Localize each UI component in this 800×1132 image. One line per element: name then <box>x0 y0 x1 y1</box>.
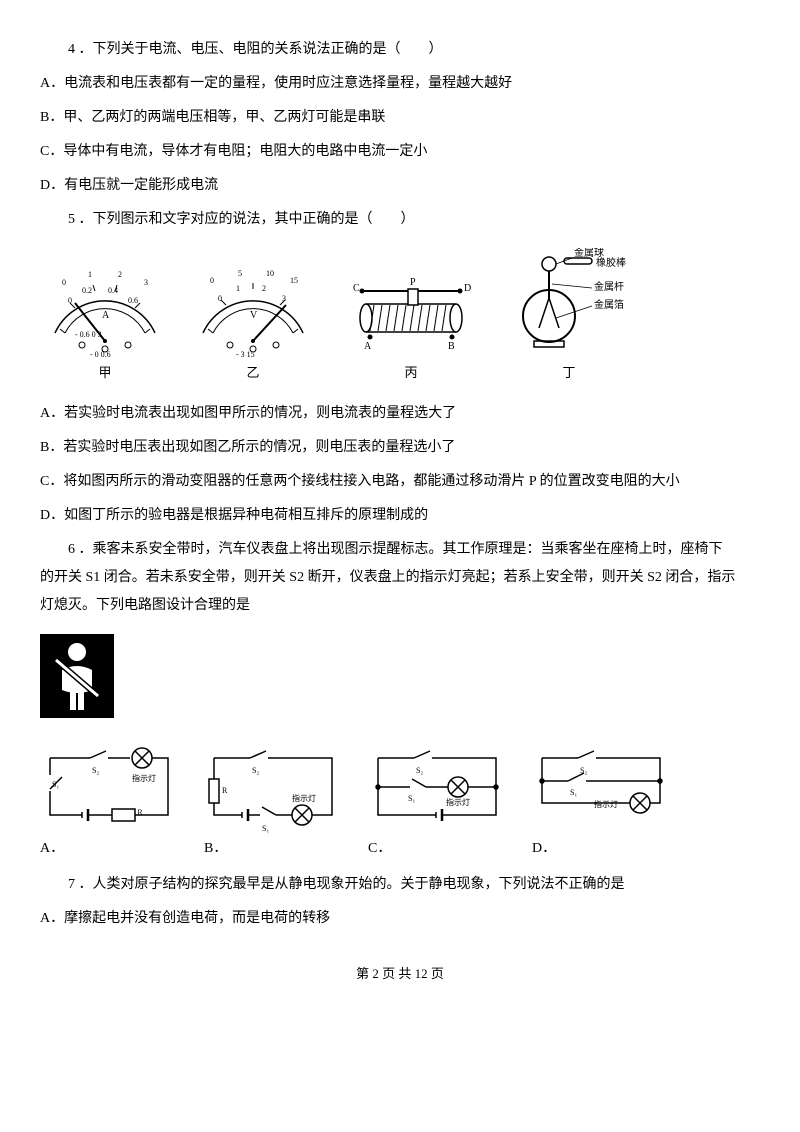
label-foil: 金属箔 <box>594 298 624 311</box>
label-b2: B <box>448 341 455 352</box>
label-rod: 橡胶棒 <box>596 256 626 269</box>
r-a: R <box>137 808 143 817</box>
b2tick1: 1 <box>236 284 240 293</box>
page-footer: 第 2 页 共 12 页 <box>40 961 760 987</box>
q6-stem1: 6 ．乘客未系安全带时，汽车仪表盘上将出现图示提醒标志。其工作原理是：当乘客坐在… <box>40 536 760 564</box>
b2tick2: 2 <box>262 284 266 293</box>
q5-figures: 0 1 2 3 0 0.2 0.4 0.6 A - 0.6 0 3 - 0 0.… <box>40 248 760 386</box>
btick2: 10 <box>266 269 274 278</box>
q5-fig-b-label: 乙 <box>188 360 318 386</box>
tick21: 0.2 <box>82 286 92 295</box>
q5-fig-d-label: 丁 <box>504 360 634 386</box>
btick3: 15 <box>290 276 298 285</box>
q5-fig-c: P C D A B 丙 <box>336 263 486 386</box>
q6-stem3: 灯熄灭。下列电路图设计合理的是 <box>40 592 760 620</box>
s1-c: S₁ <box>408 794 415 803</box>
tick23: 0.6 <box>128 296 138 305</box>
q5-fig-d: 金属球 橡胶棒 金属杆 金属箔 丁 <box>504 248 634 386</box>
s1-d: S₁ <box>570 788 577 797</box>
scale-b: - 3 15 <box>236 350 255 358</box>
q5-fig-c-label: 丙 <box>336 360 486 386</box>
q5-fig-a: 0 1 2 3 0 0.2 0.4 0.6 A - 0.6 0 3 - 0 0.… <box>40 263 170 386</box>
q4-opt-d: D．有电压就一定能形成电流 <box>40 172 760 200</box>
q7-opt-a: A．摩擦起电并没有创造电荷，而是电荷的转移 <box>40 905 760 933</box>
q6-a-label: A． <box>40 835 64 863</box>
q5-opt-a: A．若实验时电流表出现如图甲所示的情况，则电流表的量程选大了 <box>40 400 760 428</box>
scale-a2: - 0 0.6 <box>90 350 111 358</box>
scale-a1: - 0.6 0 3 <box>75 330 102 339</box>
label-d: D <box>464 283 471 294</box>
lamp-d: 指示灯 <box>594 799 618 809</box>
lamp-b: 指示灯 <box>292 793 316 803</box>
s1-b: S₁ <box>262 824 269 833</box>
q6-circuit-b: S₂ S₁ R 指示灯 B． <box>204 743 344 863</box>
q6-b-label: B． <box>204 835 227 863</box>
q6-stem2: 的开关 S1 闭合。若未系安全带，则开关 S2 断开，仪表盘上的指示灯亮起；若系… <box>40 564 760 592</box>
unit-b: V <box>250 310 258 321</box>
q6-circuit-a: S₂ S₁ 指示灯 R A． <box>40 743 180 863</box>
q6-circuits: S₂ S₁ 指示灯 R A． S₂ <box>40 743 760 863</box>
b2tick0: 0 <box>218 294 222 303</box>
tick2: 2 <box>118 270 122 279</box>
s2-c: S₂ <box>416 766 423 775</box>
tick0: 0 <box>62 278 66 287</box>
q4-opt-c: C．导体中有电流，导体才有电阻；电阻大的电路中电流一定小 <box>40 138 760 166</box>
btick0: 0 <box>210 276 214 285</box>
q4-opt-b: B．甲、乙两灯的两端电压相等，甲、乙两灯可能是串联 <box>40 104 760 132</box>
label-p: P <box>410 277 416 288</box>
s2-a: S₂ <box>92 766 99 775</box>
s2-b: S₂ <box>252 766 259 775</box>
q5-fig-b: 0 5 10 15 0 1 2 3 V - 3 15 乙 <box>188 263 318 386</box>
q6-c-label: C． <box>368 835 391 863</box>
q4-stem: 4 ．下列关于电流、电压、电阻的关系说法正确的是（ ） <box>40 36 760 64</box>
btick1: 5 <box>238 269 242 278</box>
label-c: C <box>353 283 360 294</box>
q7-stem: 7 ．人类对原子结构的探究最早是从静电现象开始的。关于静电现象，下列说法不正确的… <box>40 871 760 899</box>
tick20: 0 <box>68 296 72 305</box>
q5-fig-a-label: 甲 <box>40 360 170 386</box>
q6-circuit-d: S₂ S₁ 指示灯 D． <box>532 743 672 863</box>
unit-a: A <box>102 310 110 321</box>
tick22: 0.4 <box>108 286 118 295</box>
seatbelt-icon <box>40 634 760 729</box>
tick3: 3 <box>144 278 148 287</box>
label-stem: 金属杆 <box>594 280 624 293</box>
r-b: R <box>222 786 228 795</box>
s2-d: S₂ <box>580 766 587 775</box>
q4-opt-a: A．电流表和电压表都有一定的量程，使用时应注意选择量程，量程越大越好 <box>40 70 760 98</box>
q5-opt-c: C．将如图丙所示的滑动变阻器的任意两个接线柱接入电路，都能通过移动滑片 P 的位… <box>40 468 760 496</box>
tick1: 1 <box>88 270 92 279</box>
q5-stem: 5 ．下列图示和文字对应的说法，其中正确的是（ ） <box>40 206 760 234</box>
q5-opt-d: D．如图丁所示的验电器是根据异种电荷相互排斥的原理制成的 <box>40 502 760 530</box>
q5-opt-b: B．若实验时电压表出现如图乙所示的情况，则电压表的量程选小了 <box>40 434 760 462</box>
q6-d-label: D． <box>532 835 556 863</box>
b2tick3: 3 <box>282 294 286 303</box>
lamp-c: 指示灯 <box>446 797 470 807</box>
s1-a: S₁ <box>52 780 59 789</box>
label-a2: A <box>364 341 372 352</box>
q6-circuit-c: S₂ S₁ 指示灯 C． <box>368 743 508 863</box>
lamp-a: 指示灯 <box>132 773 156 783</box>
